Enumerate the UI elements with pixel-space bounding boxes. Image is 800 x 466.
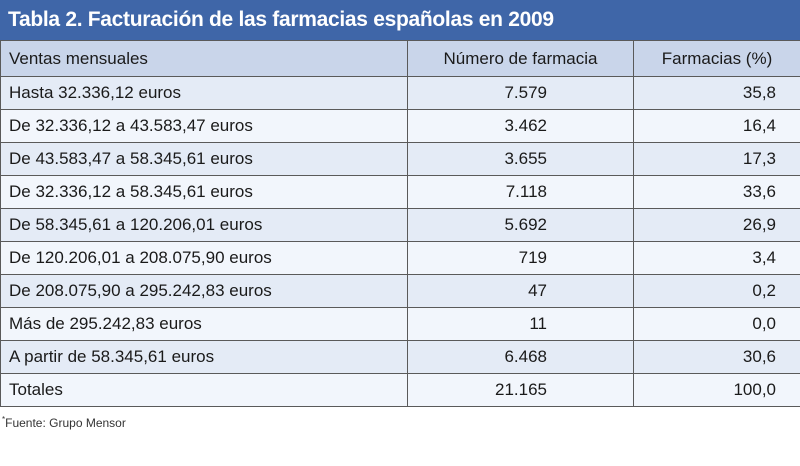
cell-ventas: A partir de 58.345,61 euros [0, 340, 408, 374]
cell-ventas: De 32.336,12 a 58.345,61 euros [0, 175, 408, 209]
data-table: Ventas mensuales Número de farmacia Farm… [0, 40, 800, 407]
cell-porcentaje: 16,4 [633, 109, 800, 143]
table-row: Más de 295.242,83 euros 11 0,0 [0, 307, 800, 341]
column-header-ventas: Ventas mensuales [0, 40, 408, 77]
table-row: De 208.075,90 a 295.242,83 euros 47 0,2 [0, 274, 800, 308]
column-header-porcentaje: Farmacias (%) [633, 40, 800, 77]
header-row: Ventas mensuales Número de farmacia Farm… [0, 40, 800, 77]
footnote-text: Fuente: Grupo Mensor [5, 416, 126, 430]
table-row: De 58.345,61 a 120.206,01 euros 5.692 26… [0, 208, 800, 242]
table-row-totals: Totales 21.165 100,0 [0, 373, 800, 407]
table-card: Tabla 2. Facturación de las farmacias es… [0, 0, 800, 430]
table-row: De 120.206,01 a 208.075,90 euros 719 3,4 [0, 241, 800, 275]
cell-numero: 6.468 [407, 340, 634, 374]
cell-ventas: De 208.075,90 a 295.242,83 euros [0, 274, 408, 308]
cell-numero: 47 [407, 274, 634, 308]
table-row: A partir de 58.345,61 euros 6.468 30,6 [0, 340, 800, 374]
table-row: De 43.583,47 a 58.345,61 euros 3.655 17,… [0, 142, 800, 176]
cell-ventas: Totales [0, 373, 408, 407]
cell-numero: 21.165 [407, 373, 634, 407]
cell-porcentaje: 33,6 [633, 175, 800, 209]
cell-numero: 11 [407, 307, 634, 341]
cell-numero: 3.655 [407, 142, 634, 176]
cell-porcentaje: 26,9 [633, 208, 800, 242]
column-header-numero: Número de farmacia [407, 40, 634, 77]
cell-ventas: Hasta 32.336,12 euros [0, 76, 408, 110]
table-body: Hasta 32.336,12 euros 7.579 35,8 De 32.3… [0, 76, 800, 407]
footnote-marker: * [2, 415, 6, 424]
cell-numero: 719 [407, 241, 634, 275]
cell-porcentaje: 0,0 [633, 307, 800, 341]
cell-ventas: De 43.583,47 a 58.345,61 euros [0, 142, 408, 176]
cell-porcentaje: 3,4 [633, 241, 800, 275]
table-title: Tabla 2. Facturación de las farmacias es… [0, 0, 800, 40]
cell-porcentaje: 35,8 [633, 76, 800, 110]
cell-porcentaje: 0,2 [633, 274, 800, 308]
cell-ventas: De 120.206,01 a 208.075,90 euros [0, 241, 408, 275]
table-row: De 32.336,12 a 43.583,47 euros 3.462 16,… [0, 109, 800, 143]
cell-porcentaje: 17,3 [633, 142, 800, 176]
cell-numero: 3.462 [407, 109, 634, 143]
cell-ventas: Más de 295.242,83 euros [0, 307, 408, 341]
table-row: Hasta 32.336,12 euros 7.579 35,8 [0, 76, 800, 110]
cell-porcentaje: 30,6 [633, 340, 800, 374]
source-footnote: *Fuente: Grupo Mensor [0, 415, 800, 430]
cell-ventas: De 32.336,12 a 43.583,47 euros [0, 109, 408, 143]
cell-numero: 7.579 [407, 76, 634, 110]
cell-ventas: De 58.345,61 a 120.206,01 euros [0, 208, 408, 242]
cell-numero: 7.118 [407, 175, 634, 209]
cell-numero: 5.692 [407, 208, 634, 242]
table-row: De 32.336,12 a 58.345,61 euros 7.118 33,… [0, 175, 800, 209]
cell-porcentaje: 100,0 [633, 373, 800, 407]
